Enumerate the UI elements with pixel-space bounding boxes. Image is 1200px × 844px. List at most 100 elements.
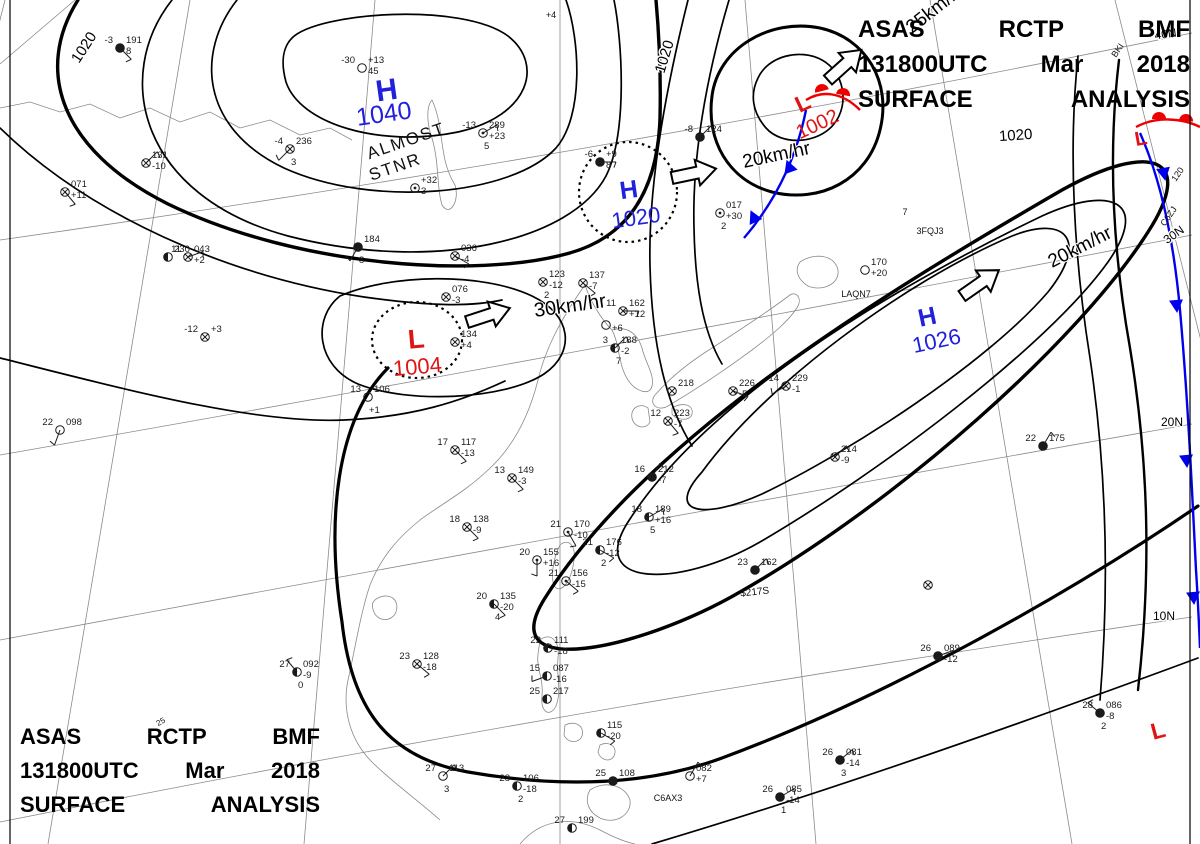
svg-text:8: 8 — [359, 255, 364, 266]
station-symbol — [618, 306, 628, 316]
coastlines — [0, 99, 839, 844]
svg-text:188: 188 — [621, 335, 637, 346]
svg-text:-10: -10 — [152, 161, 166, 172]
station-symbol — [1095, 708, 1105, 718]
isobar — [686, 227, 1070, 511]
svg-text:17: 17 — [437, 437, 448, 448]
svg-text:212: 212 — [658, 464, 674, 475]
svg-text:236: 236 — [296, 136, 312, 147]
movement-arrow-icon — [822, 48, 863, 86]
station-plot: 3 188-27 — [603, 335, 637, 367]
svg-text:22: 22 — [42, 417, 53, 428]
latitude-line — [0, 234, 1193, 456]
svg-text:+16: +16 — [543, 558, 559, 569]
svg-text:-3: -3 — [518, 476, 526, 487]
wind-barb-tick — [125, 58, 132, 63]
wind-barb-tick — [589, 292, 596, 297]
svg-text:-18: -18 — [423, 662, 437, 673]
title-word: RCTP — [998, 16, 1065, 43]
svg-text:086: 086 — [1106, 700, 1122, 711]
svg-text:3: 3 — [444, 784, 449, 795]
title-word: 131800UTC — [858, 51, 988, 78]
high-center-symbol: H — [618, 175, 640, 205]
chart-title-bottom-left: ASAS RCTP BMF 131800UTC Mar 2018 SURFACE ANALYS… — [20, 724, 320, 826]
map-annotation: C6AX3 — [654, 793, 683, 803]
title-line: 131800UTC Mar 2018 — [20, 758, 320, 792]
svg-text:-12: -12 — [549, 280, 563, 291]
svg-text:2: 2 — [544, 290, 549, 301]
station-symbol — [715, 208, 725, 218]
svg-text:176: 176 — [606, 537, 622, 548]
svg-text:26: 26 — [822, 747, 833, 758]
longitude-line — [929, 0, 1073, 844]
map-frame — [9, 0, 1191, 844]
svg-text:218: 218 — [678, 378, 694, 389]
station-plot: 137-7 — [578, 270, 605, 297]
coastline — [519, 821, 636, 844]
fronts — [743, 84, 1200, 649]
svg-text:20: 20 — [476, 591, 487, 602]
wind-barb-tick — [49, 440, 55, 446]
svg-text:5: 5 — [484, 141, 489, 152]
station-symbol — [141, 158, 151, 168]
isobar-value-label: 1020 — [998, 126, 1032, 145]
wind-barb — [771, 385, 787, 395]
station-symbol — [835, 755, 845, 765]
station-symbol — [830, 452, 840, 462]
svg-text:27: 27 — [279, 659, 290, 670]
svg-text:089: 089 — [944, 643, 960, 654]
isobar — [649, 0, 693, 447]
svg-text:8: 8 — [606, 160, 611, 171]
svg-text:20: 20 — [519, 547, 530, 558]
wind-barb-tick — [793, 788, 796, 795]
map-annotation: 120 — [1169, 165, 1186, 183]
svg-text:138: 138 — [473, 514, 489, 525]
station-plot: 20 135-204 — [476, 591, 515, 623]
isobar — [752, 53, 844, 142]
svg-text:092: 092 — [303, 659, 319, 670]
wind-barb-tick — [423, 673, 430, 678]
coastline — [0, 101, 353, 141]
station-plot: 076-3 — [441, 284, 468, 306]
svg-text:-7: -7 — [674, 419, 682, 430]
svg-text:131: 131 — [152, 150, 168, 161]
title-word: BMF — [272, 724, 320, 749]
title-line: ASAS RCTP BMF — [858, 16, 1190, 51]
isobar — [692, 0, 730, 365]
svg-text:+23: +23 — [489, 131, 505, 142]
svg-text:28: 28 — [1082, 700, 1093, 711]
high-center-symbol: H — [916, 302, 939, 333]
station-plot: 13 149-3 — [494, 465, 534, 493]
chart-title-top-right: ASAS RCTP BMF 131800UTC Mar 2018 SURFACE ANALYS… — [858, 16, 1190, 121]
high-center-symbol: H — [374, 73, 400, 109]
svg-text:-9: -9 — [841, 455, 849, 466]
svg-text:26: 26 — [762, 784, 773, 795]
station-plot: 22 175 — [1025, 431, 1065, 451]
station-symbol — [60, 187, 70, 197]
station-plot: 036-4 — [450, 243, 477, 269]
station-plot: 18 189+165 — [631, 504, 671, 536]
svg-text:217: 217 — [553, 686, 569, 697]
svg-text:111: 111 — [554, 635, 568, 646]
wind-barb-tick — [531, 573, 538, 577]
svg-text:-9: -9 — [473, 525, 481, 536]
svg-text:13: 13 — [350, 384, 361, 395]
svg-text:2: 2 — [518, 794, 523, 805]
cold-front-triangle — [1169, 299, 1183, 313]
wind-barb-tick — [156, 151, 161, 158]
wind-barb-tick — [672, 432, 679, 436]
isobar — [141, 0, 623, 253]
title-word: 2018 — [1136, 51, 1190, 78]
svg-text:13: 13 — [494, 465, 505, 476]
station-symbol — [115, 43, 125, 53]
station-symbol — [595, 157, 605, 167]
title-line: 131800UTC Mar 2018 — [858, 51, 1190, 86]
station-symbol — [507, 473, 517, 483]
isobar — [0, 357, 506, 422]
warm-front-semicircle — [1152, 112, 1166, 119]
svg-text:7: 7 — [616, 356, 621, 367]
